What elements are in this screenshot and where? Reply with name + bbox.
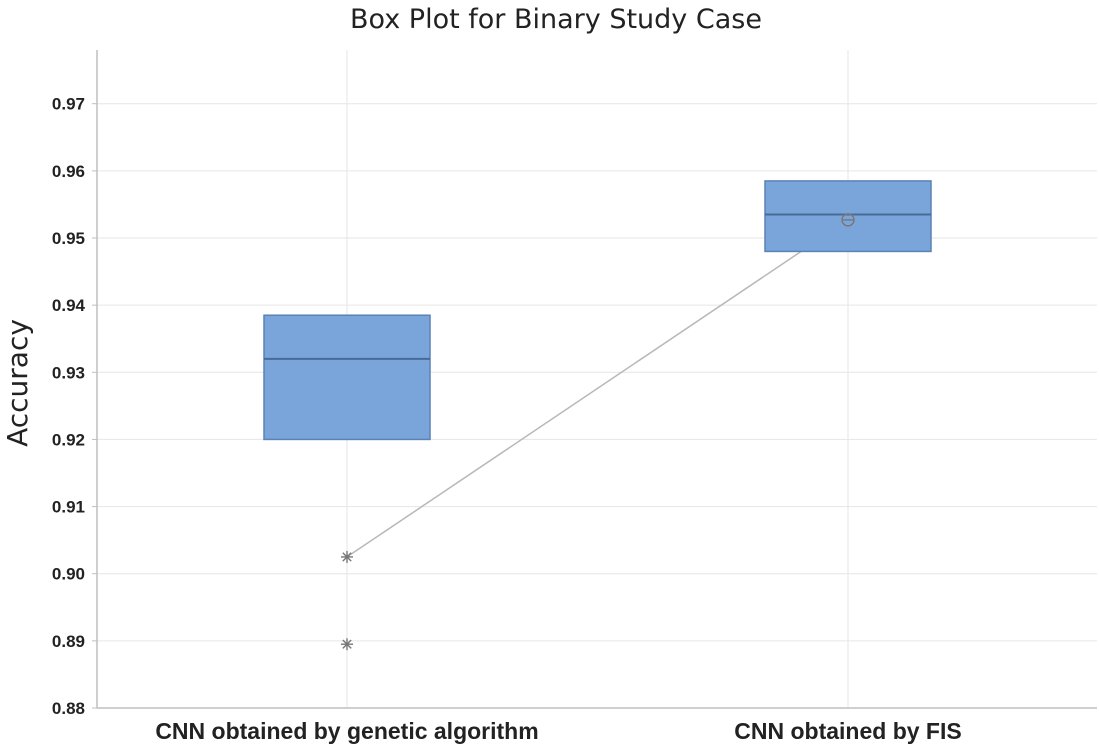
gridlines <box>97 50 1097 708</box>
box-2 <box>764 180 932 253</box>
mean-connect-line <box>346 219 849 558</box>
plot-frame <box>96 50 1097 709</box>
y-tick-label: 0.88 <box>52 699 85 718</box>
y-axis-ticks: 0.88 0.89 0.90 0.91 0.92 0.93 0.94 0.95 0.96 0.97 <box>52 95 97 718</box>
y-tick-label: 0.95 <box>52 229 85 248</box>
y-tick-label: 0.90 <box>52 565 85 584</box>
y-tick-label: 0.97 <box>52 95 85 114</box>
mean-line <box>346 219 849 558</box>
y-tick-label: 0.93 <box>52 363 85 382</box>
y-tick-label: 0.91 <box>52 498 85 517</box>
x-axis-ticks: CNN obtained by genetic algorithm CNN obt… <box>155 718 961 744</box>
outlier-marker <box>341 550 353 563</box>
boxes <box>263 180 932 441</box>
outlier-marker <box>341 638 353 651</box>
chart-title: Box Plot for Binary Study Case <box>350 4 762 35</box>
x-tick-label: CNN obtained by FIS <box>734 718 961 744</box>
markers <box>341 213 855 651</box>
y-tick-label: 0.89 <box>52 632 85 651</box>
y-tick-label: 0.92 <box>52 430 85 449</box>
y-tick-label: 0.94 <box>52 296 86 315</box>
box-1 <box>263 314 431 441</box>
mean-marker <box>841 213 855 227</box>
x-tick-label: CNN obtained by genetic algorithm <box>155 718 538 744</box>
y-axis-label: Accuracy <box>1 319 34 447</box>
y-tick-label: 0.96 <box>52 162 85 181</box>
